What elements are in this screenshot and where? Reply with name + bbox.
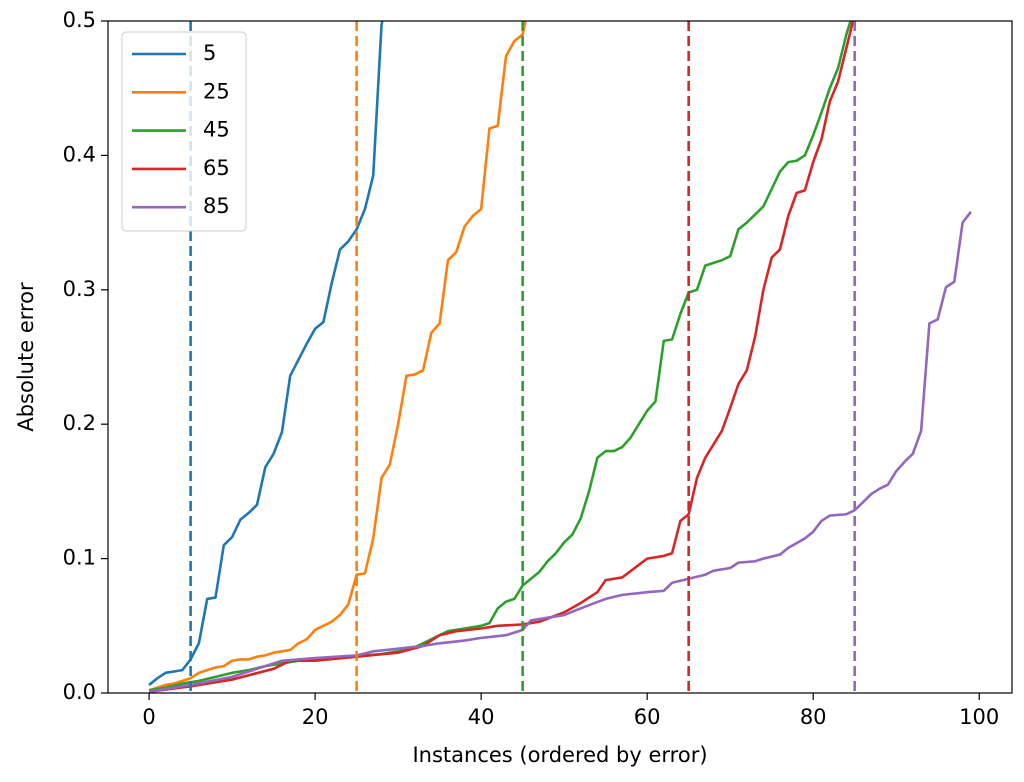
legend-label: 45 — [203, 118, 230, 142]
legend-label: 5 — [203, 41, 216, 65]
legend-label: 85 — [203, 194, 230, 218]
x-tick-label: 20 — [302, 705, 329, 729]
y-tick-label: 0.3 — [63, 277, 96, 301]
y-tick-label: 0.4 — [63, 142, 96, 166]
series-line — [148, 21, 852, 692]
y-tick-label: 0.0 — [63, 680, 96, 704]
x-tick-label: 0 — [142, 705, 155, 729]
legend: 5 25 45 65 85 — [121, 31, 247, 232]
x-tick-label: 40 — [468, 705, 495, 729]
y-tick-label: 0.2 — [63, 411, 96, 435]
y-tick-label: 0.5 — [63, 8, 96, 32]
series-line — [148, 21, 855, 693]
x-tick-label: 100 — [959, 705, 999, 729]
series-line — [148, 21, 527, 692]
x-tick-label: 60 — [634, 705, 661, 729]
series-line — [148, 211, 972, 693]
legend-label: 65 — [203, 156, 230, 180]
plot-area — [148, 21, 972, 693]
x-tick-label: 80 — [800, 705, 827, 729]
y-tick-label: 0.1 — [63, 546, 96, 570]
series-line — [148, 21, 384, 686]
legend-label: 25 — [203, 79, 230, 103]
axes-frame — [107, 20, 1013, 694]
y-axis-label: Absolute error — [14, 282, 38, 432]
x-axis-label: Instances (ordered by error) — [412, 743, 707, 767]
